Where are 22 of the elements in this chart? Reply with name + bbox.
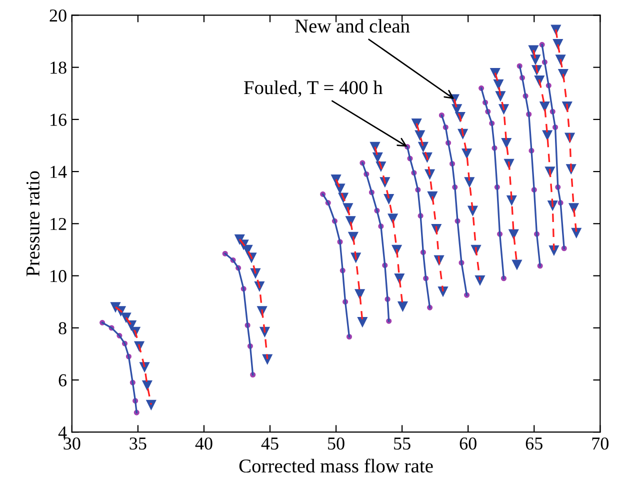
x-tick-label: 60	[460, 437, 476, 450]
x-tick-label: 70	[592, 437, 608, 450]
x-tick-label: 55	[394, 438, 410, 450]
annotation: New and clean	[295, 18, 410, 33]
y-tick-label: 10	[50, 270, 66, 282]
x-tick-label: 50	[328, 437, 344, 450]
x-tick-label: 40	[195, 437, 212, 450]
y-tick-label: 12	[50, 218, 66, 230]
y-tick-label: 20	[50, 9, 66, 22]
x-tick-label: 35	[130, 438, 146, 450]
y-tick-label: 8	[58, 322, 66, 334]
x-tick-label: 30	[64, 437, 80, 450]
x-axis-title: Corrected mass flow rate	[239, 458, 433, 473]
y-tick-label: 18	[50, 62, 66, 74]
annotation: Fouled, T = 400 h	[244, 80, 383, 98]
y-tick-label: 6	[58, 374, 67, 386]
y-tick-label: 16	[50, 114, 67, 126]
x-tick-label: 65	[526, 438, 542, 450]
y-axis-title: Pressure ratio	[26, 171, 40, 276]
y-tick-label: 4	[58, 426, 67, 438]
x-tick-label: 45	[261, 438, 278, 450]
y-tick-label: 14	[50, 166, 67, 178]
